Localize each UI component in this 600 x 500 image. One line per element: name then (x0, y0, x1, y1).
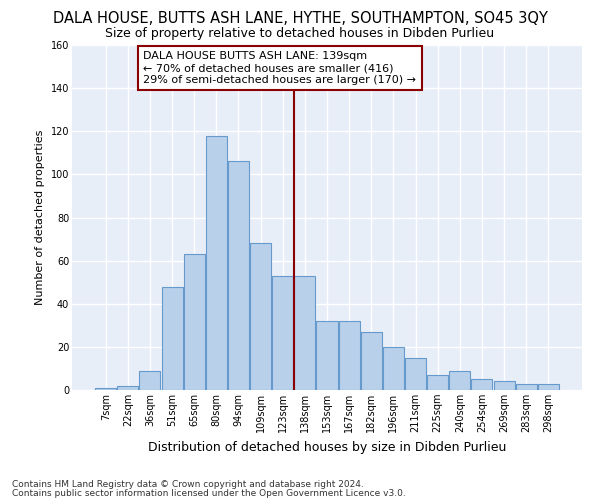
Bar (250, 244, 271, 390)
Bar (272, 276, 293, 390)
Bar (405, 358, 426, 390)
Text: DALA HOUSE, BUTTS ASH LANE, HYTHE, SOUTHAMPTON, SO45 3QY: DALA HOUSE, BUTTS ASH LANE, HYTHE, SOUTH… (53, 11, 547, 26)
Bar (228, 162, 249, 390)
Bar (515, 384, 536, 390)
Bar (95, 388, 116, 390)
Bar (295, 276, 316, 390)
Bar (161, 286, 182, 390)
Text: Size of property relative to detached houses in Dibden Purlieu: Size of property relative to detached ho… (106, 28, 494, 40)
Bar (338, 321, 359, 390)
Bar (361, 332, 382, 390)
Bar (139, 370, 160, 390)
Bar (184, 254, 205, 390)
Bar (383, 347, 404, 390)
Y-axis label: Number of detached properties: Number of detached properties (35, 130, 45, 305)
Bar (472, 379, 493, 390)
Bar (449, 370, 470, 390)
Bar (206, 136, 227, 390)
Bar (538, 384, 559, 390)
Bar (118, 386, 139, 390)
Bar (316, 321, 338, 390)
Bar (494, 382, 515, 390)
Text: Contains HM Land Registry data © Crown copyright and database right 2024.: Contains HM Land Registry data © Crown c… (12, 480, 364, 489)
Bar (427, 375, 448, 390)
Text: DALA HOUSE BUTTS ASH LANE: 139sqm
← 70% of detached houses are smaller (416)
29%: DALA HOUSE BUTTS ASH LANE: 139sqm ← 70% … (143, 52, 416, 84)
X-axis label: Distribution of detached houses by size in Dibden Purlieu: Distribution of detached houses by size … (148, 440, 506, 454)
Text: Contains public sector information licensed under the Open Government Licence v3: Contains public sector information licen… (12, 489, 406, 498)
